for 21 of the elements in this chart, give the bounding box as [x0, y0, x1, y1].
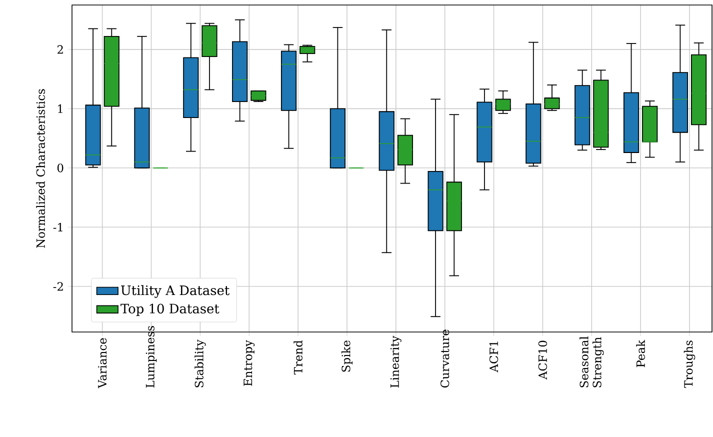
y-tick-label: 2 [57, 45, 63, 54]
x-tick-label: ACF1 [489, 342, 498, 372]
x-tick-label: Peak [636, 340, 645, 368]
legend-label: Top 10 Dataset [120, 304, 220, 316]
x-tick-label: Spike [341, 340, 353, 372]
y-tick-label: -1 [53, 222, 62, 232]
x-tick-label: Seasonal Strength [580, 336, 604, 388]
x-tick-label: Trend [294, 340, 302, 375]
x-tick-label: Stability [194, 340, 206, 388]
x-tick-label: Troughs [684, 340, 696, 388]
x-tick-label: Variance [98, 338, 107, 388]
x-tick-label: ACF10 [538, 340, 548, 380]
y-tick-label: 1 [58, 104, 62, 113]
legend-label: Utility A Dataset [121, 285, 230, 298]
x-tick-label: Linearity [390, 336, 402, 388]
y-tick-label: 0 [57, 164, 64, 172]
x-tick-label: Lumpiness [146, 326, 157, 388]
y-tick-label: -2 [53, 282, 63, 291]
x-tick-label: Curvature [440, 330, 450, 388]
y-axis-title: Normalized Characteristics [36, 89, 45, 248]
x-tick-label: Entropy [244, 340, 255, 386]
